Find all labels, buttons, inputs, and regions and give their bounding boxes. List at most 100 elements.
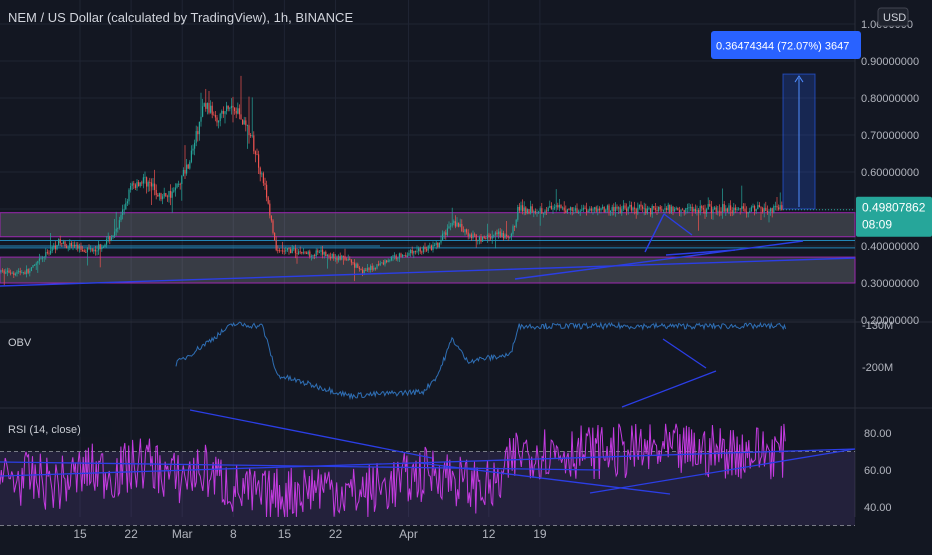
candle-body bbox=[90, 248, 92, 250]
candle-body bbox=[320, 249, 322, 252]
candle-body bbox=[355, 264, 357, 268]
candle-body bbox=[397, 258, 399, 260]
candle-body bbox=[459, 223, 461, 227]
rsi-label: RSI (14, close) bbox=[8, 424, 81, 436]
candle-body bbox=[682, 209, 684, 211]
candle-body bbox=[8, 270, 10, 273]
triangle-trendline bbox=[663, 213, 693, 236]
candle-body bbox=[432, 245, 434, 250]
candle-body bbox=[558, 204, 560, 208]
candle-body bbox=[509, 236, 511, 238]
candle-body bbox=[19, 270, 21, 273]
candle-body bbox=[760, 207, 762, 209]
candle-body bbox=[424, 246, 426, 250]
candle-body bbox=[635, 208, 637, 214]
candle-body bbox=[659, 206, 661, 210]
candle-body bbox=[554, 207, 556, 209]
candle-body bbox=[763, 207, 765, 212]
candle-body bbox=[187, 164, 189, 169]
candle-body bbox=[304, 252, 306, 254]
candle-body bbox=[739, 208, 741, 210]
candle-body bbox=[662, 209, 664, 211]
candle-body bbox=[139, 182, 141, 187]
candle-body bbox=[302, 252, 304, 254]
candle-body bbox=[434, 245, 436, 246]
rising-support-trendline-short bbox=[514, 240, 804, 280]
price-axis[interactable]: 1.00000000.900000000.800000000.700000000… bbox=[783, 7, 932, 514]
candle-body bbox=[106, 239, 108, 245]
candle-body bbox=[469, 234, 471, 237]
last-price-badge bbox=[856, 196, 932, 237]
candle-body bbox=[267, 197, 269, 204]
candle-body bbox=[352, 262, 354, 264]
candle-body bbox=[595, 207, 597, 212]
candle-body bbox=[568, 209, 570, 211]
candle-body bbox=[573, 210, 575, 212]
candle-body bbox=[34, 265, 36, 266]
candle-body bbox=[390, 256, 392, 261]
candle-body bbox=[565, 210, 567, 213]
candle-body bbox=[523, 207, 525, 212]
candle-body bbox=[173, 190, 175, 192]
obv-tick-label: -200M bbox=[862, 362, 893, 374]
candle-body bbox=[256, 154, 258, 156]
candle-body bbox=[773, 206, 775, 213]
candle-body bbox=[101, 247, 103, 250]
candle-body bbox=[174, 187, 176, 191]
support-resistance-zone bbox=[0, 212, 856, 238]
candle-body bbox=[738, 208, 740, 210]
price-tick-label: 0.30000000 bbox=[861, 278, 919, 290]
candle-body bbox=[218, 121, 220, 123]
rsi-trendline bbox=[589, 448, 856, 494]
candle-body bbox=[331, 253, 333, 259]
candle-body bbox=[429, 245, 431, 247]
candle-body bbox=[658, 206, 660, 212]
candle-body bbox=[776, 205, 778, 208]
candle-body bbox=[344, 256, 346, 260]
candle-body bbox=[690, 206, 692, 208]
candle-body bbox=[680, 209, 682, 213]
candle-body bbox=[131, 183, 133, 186]
candle-body bbox=[182, 170, 184, 176]
candle-body bbox=[234, 107, 236, 111]
candle-body bbox=[582, 207, 584, 210]
candle-body bbox=[78, 246, 80, 249]
candle-body bbox=[210, 105, 212, 113]
candle-body bbox=[229, 108, 231, 109]
time-axis[interactable]: 15 22 Mar 8 15 22 Apr 12 19 bbox=[73, 527, 547, 541]
candle-body bbox=[387, 260, 389, 263]
candle-body bbox=[309, 251, 311, 257]
rsi-trendline bbox=[419, 462, 671, 495]
rsi-pane: RSI (14, close) bbox=[0, 409, 856, 526]
candle-body bbox=[264, 183, 266, 185]
candle-body bbox=[667, 204, 669, 210]
candle-body bbox=[194, 142, 196, 149]
candle-body bbox=[725, 208, 727, 212]
candle-body bbox=[677, 207, 679, 211]
candle-body bbox=[379, 263, 381, 266]
candle-body bbox=[747, 212, 749, 214]
candle-body bbox=[146, 177, 148, 187]
candle-body bbox=[93, 249, 95, 252]
candle-body bbox=[165, 193, 167, 197]
candle-body bbox=[198, 121, 200, 135]
candle-body bbox=[520, 205, 522, 211]
candle-body bbox=[578, 211, 580, 213]
candle-body bbox=[374, 267, 376, 269]
candle-body bbox=[262, 173, 264, 184]
candle-body bbox=[341, 255, 343, 260]
candle-body bbox=[40, 258, 42, 260]
candle-body bbox=[458, 222, 460, 227]
candle-body bbox=[621, 209, 623, 213]
candle-body bbox=[445, 232, 447, 235]
candle-body bbox=[704, 209, 706, 214]
candle-body bbox=[752, 205, 754, 208]
candle-body bbox=[698, 209, 700, 213]
candle-body bbox=[427, 245, 429, 251]
candle-body bbox=[507, 236, 509, 238]
candle-body bbox=[539, 208, 541, 212]
candle-body bbox=[675, 207, 677, 210]
rsi-label-backdrop bbox=[4, 420, 112, 437]
